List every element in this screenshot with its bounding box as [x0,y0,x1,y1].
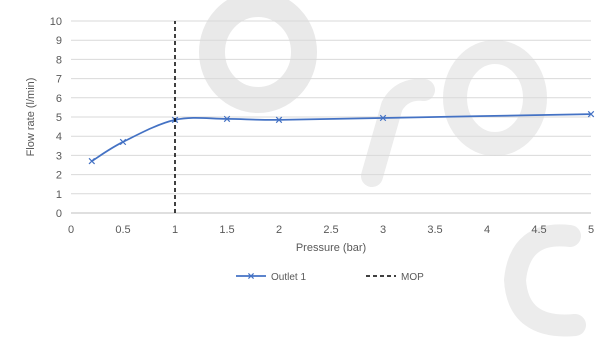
data-point [379,114,387,122]
x-tick-label: 3.5 [427,224,442,236]
data-point [275,116,283,124]
legend-item-outlet-1: Outlet 1 [236,272,306,283]
y-tick-label: 3 [56,150,62,162]
data-point [223,115,231,123]
x-tick-label: 2.5 [323,224,338,236]
x-axis-title: Pressure (bar) [296,242,366,254]
y-tick-label: 1 [56,189,62,201]
y-tick-label: 0 [56,208,62,220]
watermark-shape [199,0,317,113]
gridlines [71,20,591,195]
data-point [119,138,127,146]
x-tick-label: 0.5 [115,224,130,236]
legend-marker [247,272,255,280]
x-tick-label: 3 [380,224,386,236]
watermark [199,0,586,337]
series-layer [88,21,595,213]
y-tick-label: 2 [56,170,62,182]
y-tick-label: 10 [50,16,62,28]
y-tick-label: 7 [56,74,62,86]
y-axis-title: Flow rate (l/min) [25,78,37,157]
data-point [587,110,595,118]
x-tick-label: 1 [172,224,178,236]
legend-label: MOP [401,272,424,283]
legend: Outlet 1 MOP [236,272,424,283]
x-tick-label: 4.5 [531,224,546,236]
y-tick-label: 5 [56,112,62,124]
y-tick-label: 6 [56,93,62,105]
watermark-shape [361,78,435,187]
x-tick-label: 5 [588,224,594,236]
watermark-shape [503,224,586,337]
y-tick-label: 4 [56,131,62,143]
data-point [88,157,96,165]
y-tick-label: 9 [56,35,62,47]
tick-labels: 0 1 2 3 4 5 6 7 8 9 10 0 0.5 1 1.5 2 2.5 3 3.5 4 4.5 5 [50,16,594,236]
series-line [91,113,592,162]
x-tick-label: 1.5 [219,224,234,236]
x-tick-label: 4 [484,224,490,236]
x-tick-label: 2 [276,224,282,236]
legend-item-mop: MOP [366,272,424,283]
legend-label: Outlet 1 [271,272,306,283]
y-tick-label: 8 [56,54,62,66]
x-tick-label: 0 [68,224,74,236]
series-outlet-1 [88,110,595,165]
